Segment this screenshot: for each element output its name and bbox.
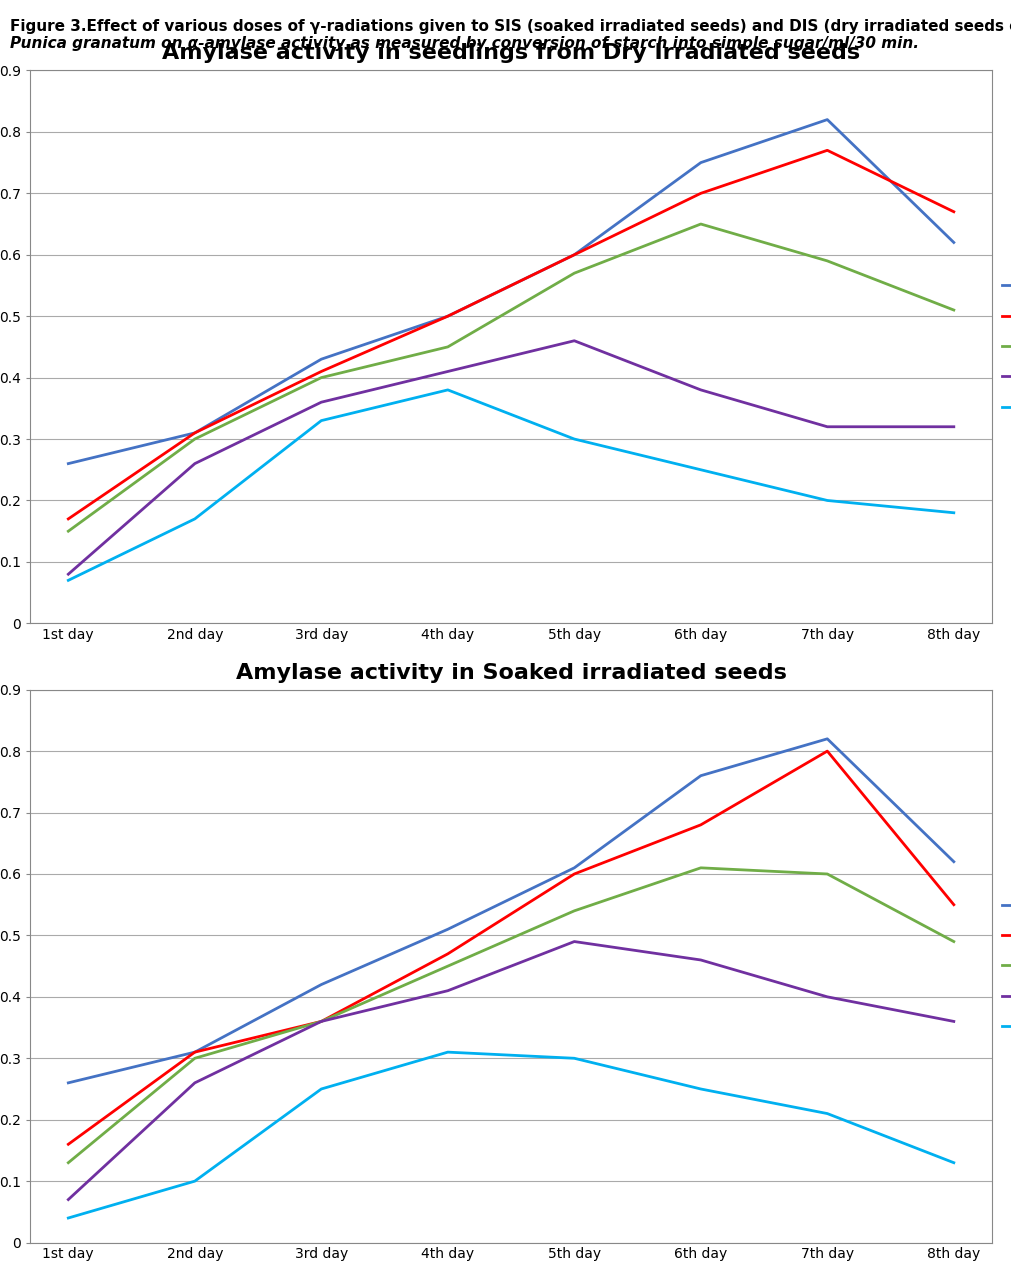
1 kR [315,1013,328,1029]
10 kR [441,983,453,998]
Control [441,309,453,324]
10 kR [567,934,579,949]
Control [946,234,958,250]
15 kR [188,1173,200,1189]
Line: 15 kR: 15 kR [69,1052,952,1218]
5 kR [694,216,706,232]
10 kR [441,364,453,379]
10 kR [946,419,958,434]
15 kR [820,1106,832,1121]
5 kR [694,860,706,875]
5 kR [946,934,958,949]
1 kR [946,204,958,219]
15 kR [315,412,328,428]
Legend: Control, 1 kR, 5 kR, 10 kR, 15 kR: Control, 1 kR, 5 kR, 10 kR, 15 kR [995,273,1011,421]
Line: Control: Control [69,739,952,1082]
10 kR [820,989,832,1004]
1 kR [188,1044,200,1059]
1 kR [946,897,958,912]
5 kR [820,254,832,269]
15 kR [567,1050,579,1066]
Control [188,1044,200,1059]
5 kR [315,370,328,386]
10 kR [567,333,579,348]
1 kR [63,511,75,526]
Control [694,769,706,784]
1 kR [820,743,832,758]
15 kR [946,1155,958,1171]
5 kR [63,1155,75,1171]
5 kR [63,524,75,539]
Control [315,977,328,993]
Line: 1 kR: 1 kR [69,751,952,1144]
Text: Figure 3.Effect of various doses of γ-radiations given to SIS (soaked irradiated: Figure 3.Effect of various doses of γ-ra… [10,19,1011,35]
Control [441,921,453,936]
10 kR [694,382,706,397]
Control [63,1075,75,1090]
1 kR [567,866,579,881]
1 kR [441,947,453,962]
10 kR [694,952,706,967]
Line: Control: Control [69,119,952,464]
15 kR [188,511,200,526]
Line: 10 kR: 10 kR [69,942,952,1199]
Title: Amylase activity in seedlings from Dry Irradiated seeds: Amylase activity in seedlings from Dry I… [162,44,859,63]
Control [694,155,706,170]
10 kR [188,456,200,471]
Control [567,860,579,875]
Control [820,111,832,127]
15 kR [441,1044,453,1059]
1 kR [315,364,328,379]
15 kR [441,382,453,397]
10 kR [63,566,75,582]
Title: Amylase activity in Soaked irradiated seeds: Amylase activity in Soaked irradiated se… [236,662,786,683]
Line: 5 kR: 5 kR [69,867,952,1163]
15 kR [315,1081,328,1097]
Control [946,854,958,870]
5 kR [441,339,453,355]
15 kR [694,462,706,478]
Line: 10 kR: 10 kR [69,341,952,574]
5 kR [820,866,832,881]
1 kR [188,425,200,441]
5 kR [946,302,958,318]
Control [63,456,75,471]
10 kR [315,395,328,410]
15 kR [63,573,75,588]
1 kR [441,309,453,324]
Control [820,731,832,747]
15 kR [694,1081,706,1097]
5 kR [188,432,200,447]
10 kR [820,419,832,434]
10 kR [63,1191,75,1207]
1 kR [694,186,706,201]
15 kR [946,505,958,520]
5 kR [188,1050,200,1066]
10 kR [946,1013,958,1029]
10 kR [315,1013,328,1029]
1 kR [63,1136,75,1152]
15 kR [820,493,832,509]
Line: 1 kR: 1 kR [69,150,952,519]
5 kR [315,1013,328,1029]
10 kR [188,1075,200,1090]
5 kR [567,903,579,918]
5 kR [441,958,453,974]
1 kR [567,247,579,263]
Line: 5 kR: 5 kR [69,224,952,532]
1 kR [820,142,832,158]
15 kR [567,432,579,447]
Control [567,247,579,263]
Control [188,425,200,441]
15 kR [63,1211,75,1226]
1 kR [694,817,706,833]
Line: 15 kR: 15 kR [69,389,952,580]
5 kR [567,265,579,281]
Control [315,351,328,366]
Legend: Control, 1 kR, 5 kR, 10 kR, 15 kR: Control, 1 kR, 5 kR, 10 kR, 15 kR [995,892,1011,1040]
Text: Punica granatum on α-amylase activity as measured by conversion of starch into s: Punica granatum on α-amylase activity as… [10,36,918,51]
